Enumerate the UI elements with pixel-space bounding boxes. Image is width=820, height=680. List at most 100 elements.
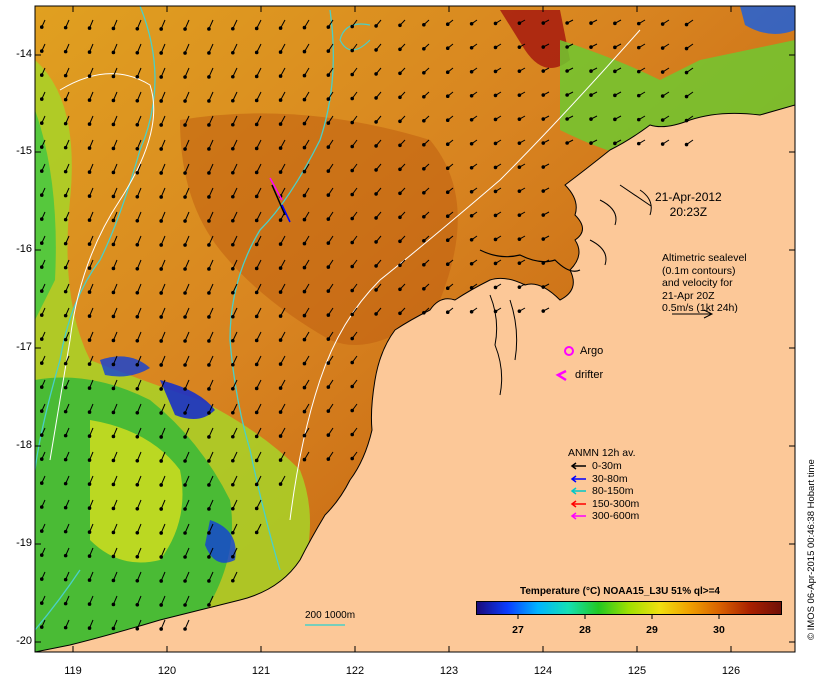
velocity-arrow-head: [302, 193, 307, 198]
velocity-arrow-head: [684, 22, 689, 27]
velocity-arrow-head: [541, 237, 546, 241]
velocity-arrow-head: [207, 531, 211, 535]
altimetry-note: Altimetric sealevel (0.1m contours) and …: [662, 252, 747, 315]
velocity-arrow-head: [541, 93, 546, 97]
velocity-arrow-head: [278, 146, 283, 150]
velocity-arrow-head: [302, 241, 307, 246]
velocity-arrow-head: [302, 217, 307, 222]
colorbar-tick-label: 30: [713, 624, 725, 636]
velocity-arrow-head: [278, 338, 283, 342]
velocity-arrow-head: [183, 507, 187, 511]
velocity-arrow-head: [231, 386, 235, 391]
velocity-arrow-head: [398, 119, 402, 124]
credit-text: © IMOS 06-Apr-2015 00:46:38 Hobart time: [806, 459, 817, 640]
velocity-arrow-head: [39, 409, 44, 413]
velocity-arrow-head: [111, 74, 116, 79]
velocity-arrow-head: [39, 289, 44, 293]
velocity-arrow-head: [254, 362, 259, 367]
velocity-arrow-head: [207, 99, 211, 103]
colorbar-tick-label: 27: [512, 624, 524, 636]
velocity-arrow-head: [135, 266, 140, 271]
velocity-arrow-head: [159, 99, 163, 103]
velocity-arrow-head: [183, 219, 187, 223]
velocity-arrow-head: [111, 482, 116, 487]
velocity-arrow-head: [302, 313, 307, 318]
velocity-arrow-head: [183, 531, 187, 535]
velocity-arrow-head: [254, 146, 259, 151]
velocity-arrow-head: [278, 242, 283, 246]
lon-tick: 122: [345, 665, 365, 677]
velocity-arrow-head: [517, 309, 522, 313]
velocity-arrow-head: [87, 26, 92, 30]
velocity-arrow-head: [302, 73, 307, 78]
velocity-arrow-head: [135, 50, 140, 55]
velocity-arrow-head: [326, 121, 331, 125]
velocity-arrow-head: [350, 168, 355, 173]
velocity-arrow-head: [135, 218, 140, 223]
velocity-arrow-head: [493, 141, 498, 146]
velocity-arrow-head: [254, 386, 259, 391]
velocity-arrow-head: [183, 339, 187, 343]
velocity-arrow-head: [254, 218, 259, 223]
velocity-arrow-head: [565, 45, 569, 49]
velocity-arrow-head: [636, 21, 641, 26]
velocity-arrow-head: [541, 213, 546, 217]
velocity-arrow-head: [398, 47, 402, 52]
velocity-arrow-head: [111, 362, 116, 367]
velocity-arrow-head: [326, 265, 331, 269]
lon-tick: 126: [721, 665, 741, 677]
velocity-arrow-head: [302, 121, 307, 126]
velocity-arrow-head: [684, 70, 689, 75]
velocity-arrow-head: [636, 45, 641, 50]
velocity-arrow-head: [207, 507, 211, 511]
velocity-arrow-head: [374, 96, 378, 100]
velocity-arrow-head: [445, 94, 450, 99]
velocity-arrow-head: [87, 50, 92, 54]
velocity-arrow-head: [254, 434, 259, 439]
velocity-arrow-head: [422, 238, 426, 243]
velocity-arrow-head: [183, 459, 187, 463]
velocity-arrow-head: [636, 117, 641, 122]
velocity-arrow-head: [326, 25, 331, 29]
velocity-arrow-head: [159, 195, 163, 199]
velocity-arrow-head: [135, 458, 140, 463]
velocity-arrow-head: [39, 505, 44, 509]
velocity-arrow-head: [63, 121, 68, 126]
velocity-arrow-head: [278, 266, 283, 270]
velocity-arrow-head: [350, 144, 355, 149]
velocity-arrow-head: [87, 434, 92, 438]
velocity-arrow-head: [374, 144, 378, 148]
velocity-arrow-head: [541, 261, 546, 265]
velocity-arrow-head: [135, 626, 140, 631]
velocity-arrow-head: [445, 286, 450, 291]
velocity-arrow-head: [589, 45, 593, 49]
velocity-arrow-head: [350, 432, 355, 437]
velocity-arrow-head: [183, 291, 187, 295]
velocity-arrow-head: [135, 482, 140, 487]
velocity-arrow-head: [231, 554, 235, 559]
velocity-arrow-head: [398, 95, 402, 100]
velocity-arrow-head: [326, 457, 331, 461]
velocity-arrow-head: [398, 71, 402, 76]
velocity-arrow-head: [207, 555, 211, 559]
cold-patch: [160, 380, 215, 419]
velocity-arrow-head: [254, 482, 259, 487]
velocity-arrow-head: [517, 165, 522, 169]
velocity-arrow-head: [63, 601, 68, 606]
velocity-arrow-head: [231, 290, 235, 295]
velocity-arrow-head: [350, 264, 355, 269]
velocity-arrow-head: [326, 193, 331, 197]
velocity-arrow-head: [445, 310, 450, 315]
velocity-arrow-head: [135, 314, 140, 319]
velocity-arrow-head: [589, 141, 593, 145]
velocity-arrow-head: [302, 49, 307, 54]
velocity-arrow-head: [159, 411, 163, 415]
lon-tick: 120: [157, 665, 177, 677]
velocity-arrow-head: [278, 482, 283, 486]
velocity-arrow-head: [39, 25, 44, 29]
velocity-arrow-head: [231, 266, 235, 271]
velocity-arrow-head: [63, 313, 68, 318]
velocity-arrow-head: [469, 309, 474, 314]
lat-tick: -16: [16, 243, 32, 255]
